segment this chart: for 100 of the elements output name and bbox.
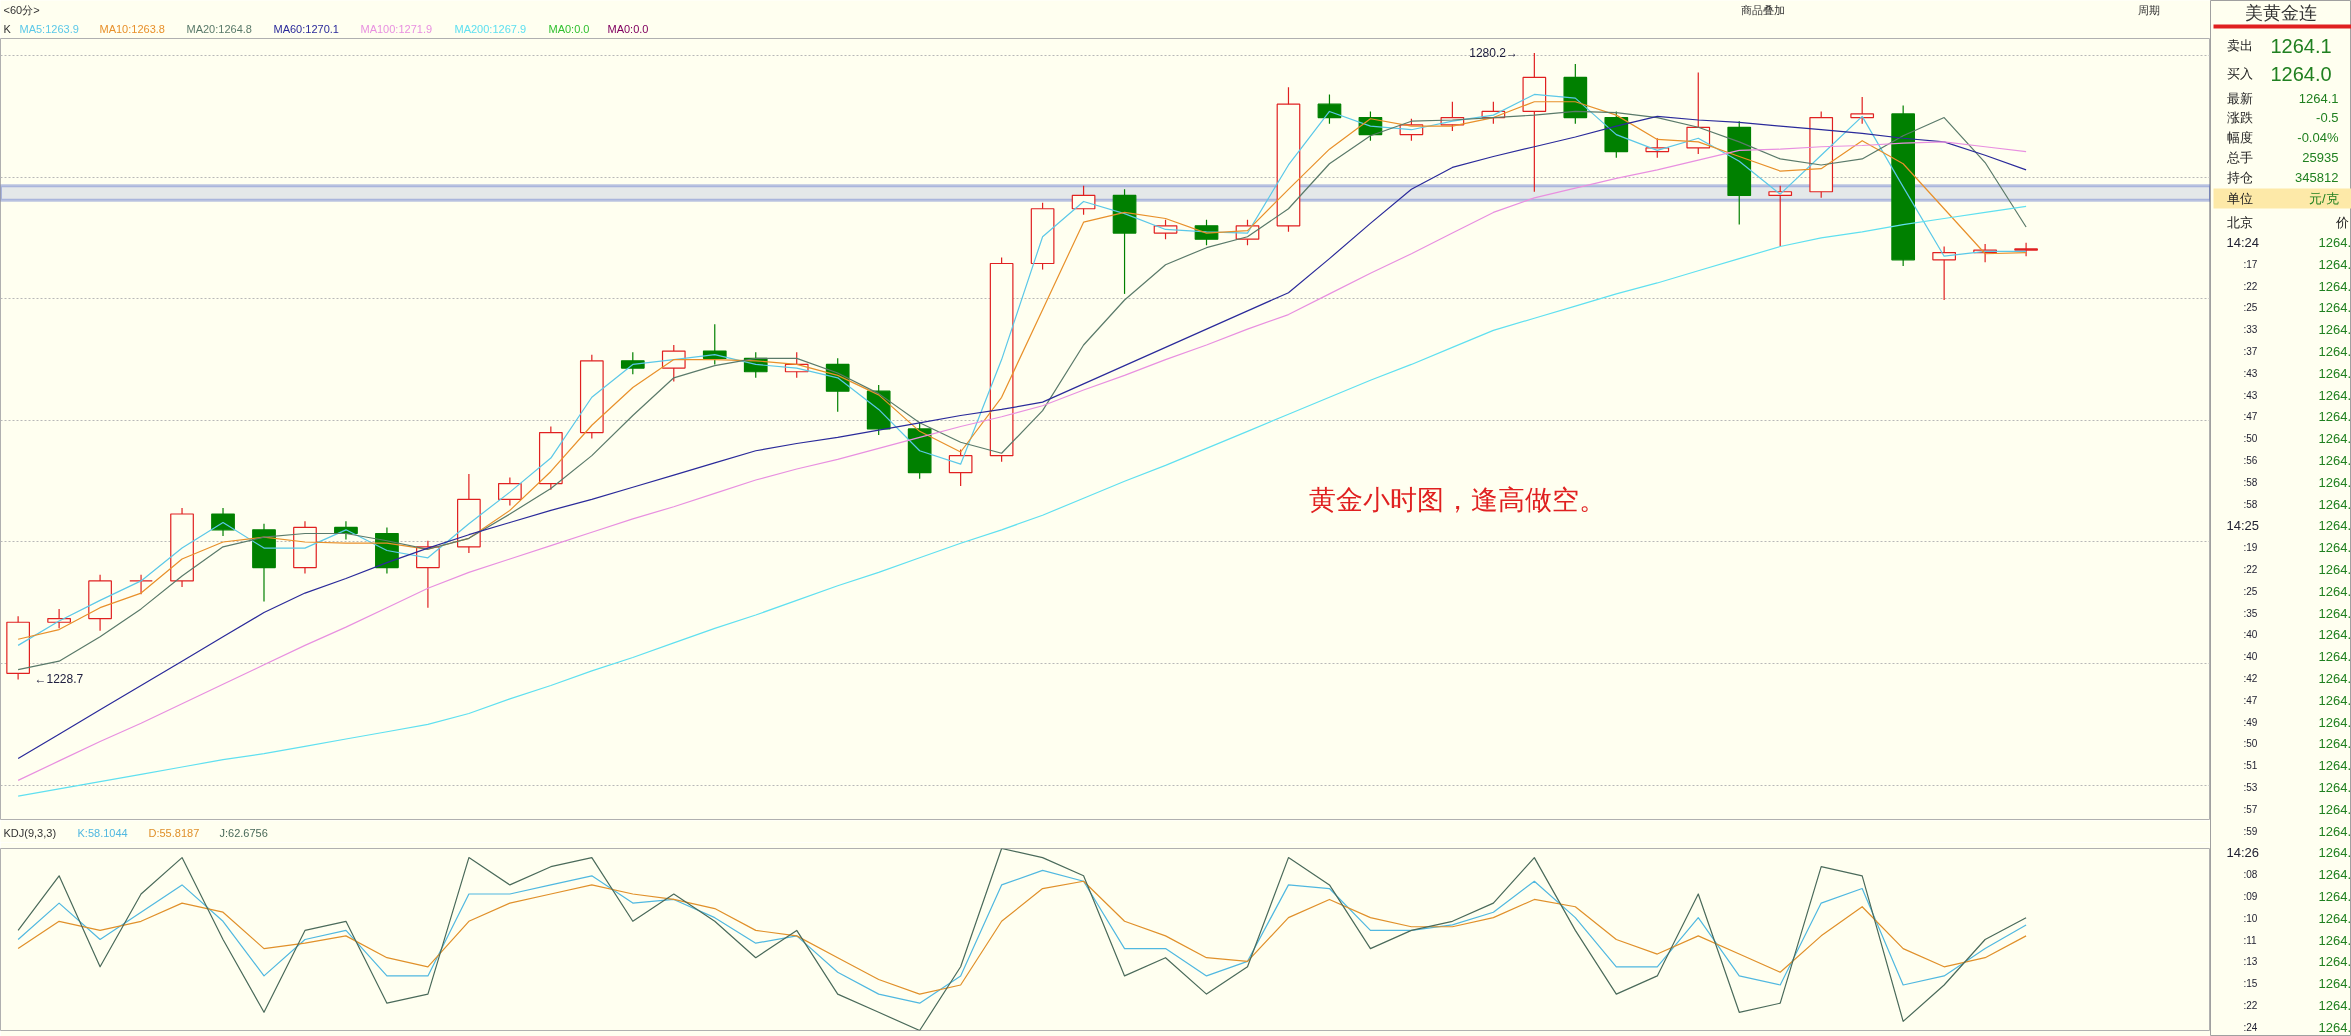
text: :50	[2243, 433, 2258, 445]
candlestick	[1850, 96, 1875, 125]
text: :43	[2243, 389, 2258, 401]
text: 1264.	[2318, 387, 2351, 403]
text: -0.04%	[2297, 130, 2339, 145]
text: 元/克	[2308, 191, 2339, 206]
text: 14:25	[2226, 518, 2260, 534]
candlestick	[129, 574, 153, 595]
text: 最新	[2226, 91, 2253, 106]
text: 卖出	[2226, 38, 2253, 53]
text: 价	[2334, 215, 2349, 230]
text: MA0:0.0	[607, 22, 649, 35]
text: 1264.	[2318, 431, 2351, 447]
text: :22	[2243, 280, 2258, 292]
text: :58	[2243, 476, 2258, 488]
text: :33	[2243, 324, 2258, 336]
text: 1264.	[2318, 322, 2351, 338]
text: :17	[2243, 258, 2258, 270]
text: 1264.	[2318, 344, 2351, 359]
text: 1264.	[2318, 540, 2351, 556]
text: 北京	[2226, 215, 2253, 230]
text: 单位	[2226, 191, 2253, 206]
text: MA20:1264.8	[186, 22, 252, 35]
text: MA200:1267.9	[454, 22, 527, 35]
text: 1264.	[2318, 562, 2351, 577]
text: :56	[2243, 455, 2258, 466]
text: :25	[2243, 585, 2258, 597]
candlestick	[1768, 185, 1793, 248]
text: MA10:1263.8	[99, 22, 165, 35]
text: 1264.	[2318, 889, 2351, 904]
text: 1264.1	[2298, 91, 2339, 106]
candlestick	[948, 448, 973, 487]
annotation: 1280.2→	[1469, 46, 1518, 61]
text: 1264.	[2318, 780, 2351, 795]
text: 1264.	[2318, 256, 2351, 272]
text: -0.5	[2316, 110, 2339, 125]
text: 1264.1	[2270, 34, 2332, 57]
text: :10	[2243, 912, 2258, 924]
text: 1264.	[2318, 496, 2351, 512]
text: :49	[2243, 716, 2258, 728]
text: 14:26	[2226, 845, 2260, 861]
text: K:58.1044	[77, 826, 128, 839]
text: 1264.	[2318, 845, 2351, 861]
text: J:62.6756	[219, 826, 268, 839]
text: 美黄金连	[2244, 2, 2317, 23]
text: :15	[2243, 978, 2258, 990]
text: D:55.8187	[148, 826, 200, 839]
text: 1264.	[2318, 605, 2351, 621]
text: 涨跌	[2226, 110, 2253, 125]
text: 1264.	[2318, 627, 2351, 643]
text: :58	[2243, 498, 2258, 510]
text: MA60:1270.1	[273, 22, 339, 35]
text: :59	[2243, 825, 2258, 837]
text: 1264.	[2318, 801, 2351, 817]
text: 1264.	[2318, 474, 2351, 490]
text: MA5:1263.9	[19, 22, 79, 35]
text: 周期	[2137, 3, 2160, 16]
text: 总手	[2225, 150, 2253, 165]
text: :22	[2243, 564, 2258, 575]
text: 14:24	[2226, 235, 2260, 250]
text: :22	[2243, 1000, 2258, 1011]
text: 1264.	[2318, 910, 2351, 926]
text: :19	[2243, 542, 2258, 554]
text: 1264.	[2318, 453, 2351, 468]
text: 1264.	[2318, 235, 2351, 250]
text: 1264.	[2318, 278, 2351, 294]
text: 买入	[2226, 66, 2253, 81]
text: :47	[2243, 411, 2258, 423]
text: :37	[2243, 346, 2258, 357]
annotation: 黄金小时图，逢高做空。	[1308, 484, 1606, 515]
text: MA0:0.0	[548, 22, 590, 35]
text: 1264.	[2318, 823, 2351, 839]
text: :35	[2243, 607, 2258, 619]
text: :47	[2243, 694, 2258, 706]
text: 1264.0	[2270, 62, 2332, 85]
candlestick	[211, 507, 235, 537]
text: 持仓	[2226, 170, 2253, 185]
text: 1264.	[2318, 583, 2351, 599]
text: :53	[2243, 782, 2258, 793]
candlestick	[498, 476, 522, 507]
candlestick	[2014, 242, 2038, 257]
text: :43	[2243, 367, 2258, 379]
text: 1264.	[2318, 998, 2351, 1013]
text: 345812	[2295, 170, 2339, 185]
text: :11	[2243, 934, 2258, 946]
text: 1264.	[2318, 954, 2351, 970]
text: :40	[2243, 651, 2258, 663]
text: :51	[2243, 760, 2258, 772]
text: 1264.	[2318, 932, 2351, 948]
text: 幅度	[2226, 130, 2253, 145]
text: 1264.	[2318, 649, 2351, 665]
chart-title: <60分>	[3, 3, 40, 16]
text: :25	[2243, 302, 2258, 314]
text: 1264.	[2318, 692, 2351, 708]
text: 1264.	[2318, 736, 2351, 752]
text: 25935	[2302, 150, 2339, 165]
text: K	[3, 22, 12, 35]
text: :24	[2243, 1021, 2258, 1033]
text: 1264.	[2318, 300, 2351, 316]
text: 1264.	[2318, 409, 2351, 425]
